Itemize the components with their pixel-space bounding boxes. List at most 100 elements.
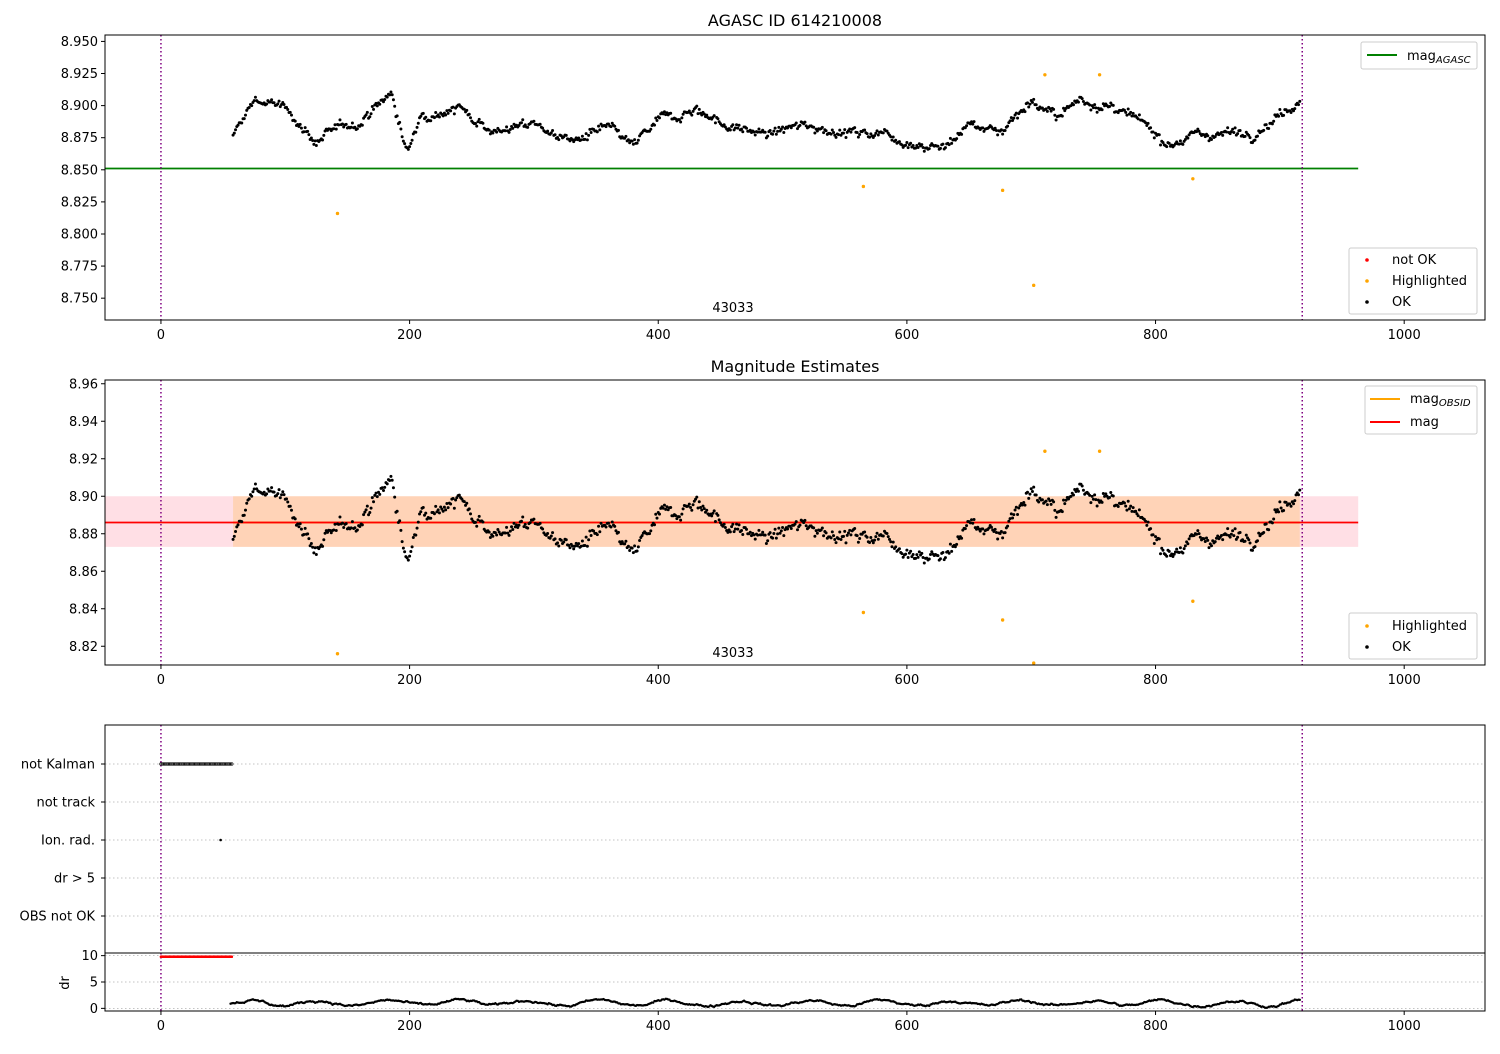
ok-point <box>1178 139 1182 143</box>
y-tick-label: 8.82 <box>69 640 98 655</box>
ok-point <box>1090 494 1094 498</box>
ok-point <box>824 129 828 133</box>
ok-point <box>786 527 790 531</box>
ok-point <box>648 532 652 536</box>
ok-point <box>1209 137 1213 141</box>
ok-point <box>236 523 240 527</box>
ok-point <box>1236 535 1240 539</box>
ok-point <box>735 522 739 526</box>
ok-point <box>1089 108 1093 112</box>
ok-point <box>759 533 763 537</box>
ok-point <box>863 128 867 132</box>
ok-point <box>322 133 326 137</box>
ok-point <box>1207 546 1211 550</box>
ok-point <box>993 527 997 531</box>
ok-point <box>794 520 798 524</box>
ok-point <box>365 110 369 114</box>
ok-point <box>1226 126 1230 130</box>
ok-point <box>741 130 745 134</box>
ok-point <box>519 519 523 523</box>
ok-point <box>553 133 557 137</box>
ok-point <box>585 138 589 142</box>
ok-point <box>680 512 684 516</box>
ok-point <box>252 99 256 103</box>
y-tick-label: 5 <box>90 976 98 991</box>
ok-point <box>795 528 799 532</box>
ok-point <box>272 101 276 105</box>
ok-point <box>981 126 985 130</box>
ok-point <box>592 529 596 533</box>
ok-point <box>1037 500 1041 504</box>
ok-point <box>745 126 749 130</box>
ok-point <box>1032 485 1036 489</box>
ok-point <box>446 506 450 510</box>
ok-point <box>1012 513 1016 517</box>
ok-point <box>526 125 530 129</box>
ok-point <box>446 111 450 115</box>
ok-point <box>546 532 550 536</box>
ok-point <box>740 529 744 533</box>
ok-point <box>1003 129 1007 133</box>
highlighted-point <box>1032 283 1036 288</box>
ok-point <box>911 552 915 556</box>
ok-point <box>1183 544 1187 548</box>
ok-point <box>505 125 509 129</box>
ok-point <box>757 127 761 131</box>
ok-point <box>1145 523 1149 527</box>
ok-point <box>1243 539 1247 543</box>
ok-point <box>411 535 415 539</box>
ok-point <box>321 138 325 142</box>
ok-point <box>429 516 433 520</box>
ok-point <box>1025 101 1029 105</box>
ok-point <box>393 495 397 499</box>
ok-point <box>803 518 807 522</box>
ok-point <box>342 526 346 530</box>
ok-point <box>266 487 270 491</box>
ok-point <box>375 104 379 108</box>
ok-point <box>370 496 374 500</box>
ok-point <box>871 541 875 545</box>
ok-point <box>1093 103 1097 107</box>
ok-point <box>1017 506 1021 510</box>
ok-point <box>713 121 717 125</box>
ok-point <box>1006 124 1010 128</box>
ok-point <box>813 534 817 538</box>
ok-point <box>846 531 850 535</box>
ok-point <box>1080 97 1084 101</box>
panel-agasc-plot <box>105 35 1359 320</box>
ok-point <box>375 495 379 499</box>
ok-point <box>1173 550 1177 554</box>
ok-point <box>385 482 389 486</box>
ok-point <box>733 527 737 531</box>
ok-point <box>1278 500 1282 504</box>
x-tick-label: 800 <box>1143 673 1168 688</box>
ok-point <box>488 535 492 539</box>
ok-point <box>773 126 777 130</box>
ok-point <box>306 532 310 536</box>
ok-point <box>332 127 336 131</box>
ok-point <box>503 531 507 535</box>
ok-point <box>548 536 552 540</box>
ok-point <box>333 522 337 526</box>
ok-point <box>1101 492 1105 496</box>
y-tick-label: 8.90 <box>69 490 98 505</box>
ok-point <box>822 534 826 538</box>
ok-point <box>970 120 974 124</box>
ok-point <box>960 132 964 136</box>
y-tick-label: 8.925 <box>61 67 98 82</box>
ok-point <box>389 90 393 94</box>
ok-point <box>771 132 775 136</box>
ok-point <box>1129 504 1133 508</box>
ok-point <box>378 492 382 496</box>
ok-point <box>782 131 786 135</box>
ok-point <box>303 526 307 530</box>
ok-point <box>909 141 913 145</box>
ok-point <box>585 544 589 548</box>
ok-point <box>631 142 635 146</box>
ok-point <box>669 505 673 509</box>
panel-mag-frame <box>104 379 1486 666</box>
y-tick-label: 8.86 <box>69 565 98 580</box>
ok-point <box>1177 550 1181 554</box>
ok-point <box>1161 548 1165 552</box>
ok-point <box>1278 107 1282 111</box>
